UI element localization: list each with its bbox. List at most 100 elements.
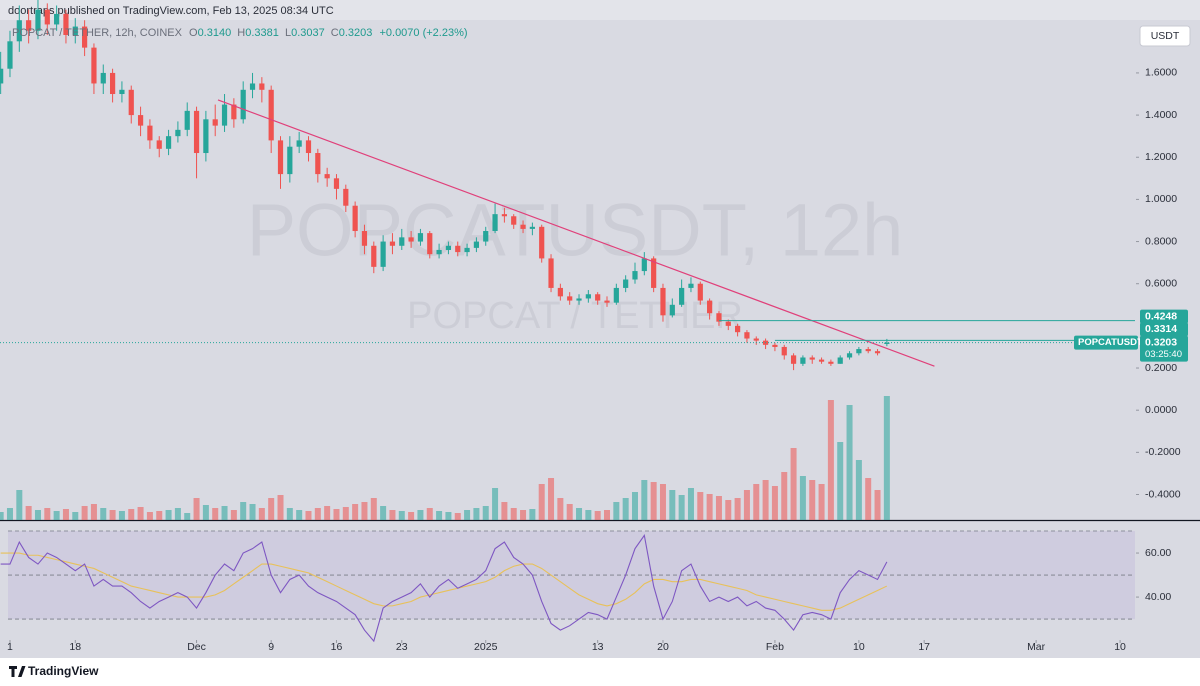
candle-body	[100, 72, 106, 84]
volume-bar	[0, 512, 4, 520]
volume-bar	[6, 508, 13, 520]
candle-body	[165, 136, 172, 149]
rsi-line	[0, 534, 888, 643]
candle-body	[455, 245, 461, 253]
volume-bar	[445, 512, 452, 520]
x-tick-label: Mar	[1027, 641, 1046, 653]
volume-bar	[380, 506, 387, 520]
ohlc-key: O	[189, 27, 198, 39]
candle-body	[809, 357, 815, 360]
currency-label[interactable]: USDT	[1151, 30, 1180, 42]
ohlc-key: C	[331, 27, 339, 39]
candle-body	[371, 245, 377, 267]
candle-body	[203, 119, 209, 154]
candle-body	[119, 89, 125, 95]
volume-bar	[398, 511, 405, 520]
volume-bar	[34, 510, 41, 520]
candle-body	[436, 249, 442, 255]
volume-bar	[352, 504, 359, 520]
candle-body	[697, 283, 703, 301]
volume-bar	[62, 509, 69, 520]
volume-bar	[454, 513, 461, 520]
currency-button[interactable]: USDT	[1139, 25, 1191, 47]
x-tick-label: 23	[396, 641, 408, 653]
y-tick-label: 1.4000	[1145, 109, 1177, 121]
volume-bar	[174, 508, 181, 520]
price-badge	[1140, 322, 1188, 337]
rsi-y-tick-label: 40.00	[1145, 591, 1171, 603]
x-tick-label: 10	[853, 641, 865, 653]
candle-body	[735, 325, 741, 333]
candle-body	[539, 226, 545, 259]
volume-bar	[855, 460, 862, 520]
volume-bar	[734, 498, 741, 520]
volume-bar	[687, 488, 694, 520]
candle-body	[623, 279, 629, 288]
footer	[0, 658, 1200, 686]
symbol: POPCAT / TETHER, 12h, COINEX	[12, 27, 183, 39]
volume-bar	[100, 508, 107, 520]
ohlc-value: 0.3203	[339, 27, 373, 39]
volume-bar	[286, 508, 293, 520]
volume-bar	[576, 508, 583, 520]
candle-body	[595, 294, 601, 301]
volume-bar	[230, 510, 237, 520]
volume-bar	[464, 510, 471, 520]
candle-body	[380, 241, 386, 267]
x-tick-label: 17	[918, 641, 930, 653]
y-tick-label: 1.2000	[1145, 151, 1177, 163]
x-tick-label: 9	[268, 641, 274, 653]
volume-bar	[221, 506, 228, 520]
rsi-ma-line	[0, 552, 888, 611]
candle-body	[492, 214, 498, 232]
candle-body	[26, 20, 32, 31]
candle-body	[772, 344, 778, 347]
candle-body	[679, 287, 685, 305]
candle-body	[91, 47, 97, 84]
volume-bar	[25, 506, 32, 520]
symbol-badge-label: POPCATUSDT	[1078, 337, 1143, 348]
volume-bar	[389, 510, 396, 520]
candle-body	[109, 72, 116, 95]
volume-bar	[594, 511, 601, 520]
volume-bar	[53, 511, 60, 520]
volume-bar	[566, 504, 573, 520]
candle-body	[464, 247, 470, 253]
y-tick-label: -0.4000	[1145, 488, 1181, 500]
candle-body	[147, 125, 153, 141]
x-tick-label: 18	[69, 641, 81, 653]
y-tick-label: 1.6000	[1145, 67, 1177, 79]
volume-bar	[753, 484, 760, 520]
candle-body	[221, 104, 228, 126]
currency-button-bg[interactable]	[1139, 25, 1191, 47]
price-badge-label: 0.4248	[1145, 310, 1177, 322]
volume-bar	[482, 506, 489, 520]
volume-bar	[240, 502, 247, 520]
candle-body	[669, 304, 675, 316]
candle-body	[156, 140, 162, 149]
ohlc-key: H	[237, 27, 245, 39]
candle-body	[865, 349, 871, 352]
candle-body	[427, 233, 433, 255]
candle-body	[651, 258, 657, 288]
candle-body	[324, 174, 330, 179]
price-badge-label: 0.3314	[1145, 323, 1177, 335]
candle-body	[688, 283, 694, 288]
volume-bar	[361, 502, 368, 520]
candle-body	[137, 115, 144, 126]
candle-body	[613, 287, 619, 303]
volume-bar	[827, 400, 834, 520]
candle-body	[828, 361, 834, 364]
volume-bar	[837, 442, 844, 520]
candle-body	[193, 110, 200, 154]
volume-bar	[268, 498, 275, 520]
volume-bar	[697, 492, 704, 520]
volume-bar	[305, 511, 312, 520]
ohlc-value: 0.3140	[198, 27, 232, 39]
volume-bar	[548, 478, 555, 520]
volume-bar	[883, 396, 890, 520]
x-tick-label: 10	[1114, 641, 1126, 653]
candle-body	[576, 298, 582, 301]
volume-bar	[771, 486, 778, 520]
